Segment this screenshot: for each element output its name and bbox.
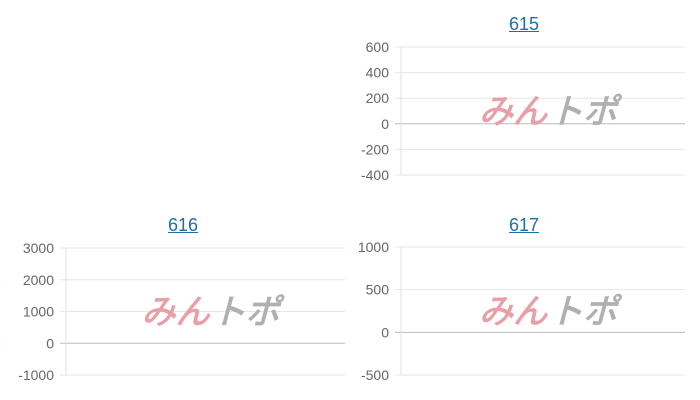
y-tick-label: -200 — [361, 141, 389, 157]
svg-text:みん: みん — [477, 293, 556, 332]
svg-text:トポ: トポ — [209, 293, 288, 332]
y-tick-label: 0 — [381, 324, 389, 340]
chart-title-617[interactable]: 617 — [508, 215, 540, 235]
y-tick-label: -500 — [361, 367, 389, 383]
svg-text:みん: みん — [477, 93, 556, 132]
chart-title-616[interactable]: 616 — [167, 215, 199, 235]
y-tick-label: 3000 — [23, 240, 54, 256]
y-tick-label: 1000 — [23, 304, 54, 320]
y-tick-label: 0 — [46, 335, 54, 351]
chart-title-615[interactable]: 615 — [508, 14, 540, 34]
y-tick-label: 400 — [366, 65, 390, 81]
y-tick-label: -400 — [361, 167, 389, 183]
y-tick-label: -1000 — [18, 367, 54, 383]
svg-text:トポ: トポ — [547, 293, 626, 332]
svg-text:トポ: トポ — [547, 93, 626, 132]
y-tick-label: 200 — [366, 90, 390, 106]
svg-text:みん: みん — [139, 293, 218, 332]
y-tick-label: 2000 — [23, 272, 54, 288]
y-tick-label: 500 — [366, 282, 390, 298]
y-tick-label: 0 — [381, 116, 389, 132]
y-tick-label: 600 — [366, 39, 390, 55]
y-tick-label: 1000 — [358, 239, 389, 255]
